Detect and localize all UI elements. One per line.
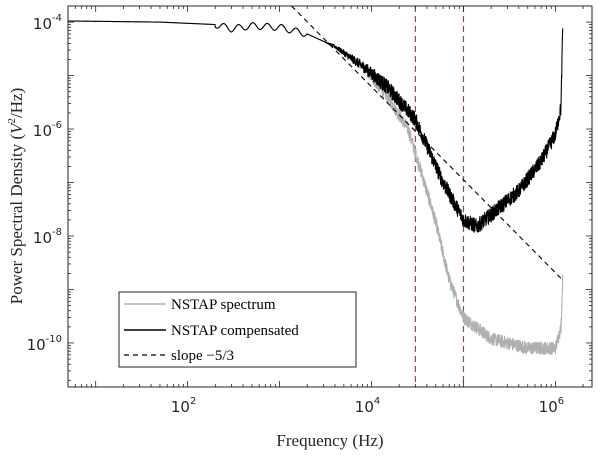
- y-tick-label-exp: -4: [52, 13, 62, 24]
- axis-ticks: [67, 5, 592, 387]
- x-tick-label-base: 10: [171, 398, 190, 416]
- y-tick-label-base: 10: [33, 229, 52, 247]
- legend-label-slope: slope −5/3: [171, 348, 234, 364]
- x-tick-label-exp: 4: [374, 396, 380, 407]
- x-tick-label-base: 10: [355, 398, 374, 416]
- y-tick-label-base: 10: [33, 15, 52, 33]
- y-tick-label-base: 10: [33, 122, 52, 140]
- x-tick-label: 104: [355, 396, 380, 416]
- series-slope: [291, 5, 564, 281]
- legend-label-spectrum: NSTAP spectrum: [171, 297, 276, 313]
- y-tick-label-base: 10: [27, 336, 46, 354]
- x-tick-label: 106: [539, 396, 564, 416]
- legend-label-compensated: NSTAP compensated: [171, 323, 299, 339]
- x-axis-label: Frequency (Hz): [276, 431, 383, 450]
- y-tick-labels: 10-410-610-810-10: [27, 13, 62, 354]
- y-axis-label-sup: 2: [6, 118, 18, 124]
- y-tick-label: 10-4: [33, 13, 62, 33]
- y-tick-label: 10-6: [33, 120, 62, 140]
- x-tick-label-exp: 2: [190, 396, 196, 407]
- y-tick-label-exp: -6: [52, 120, 62, 131]
- x-tick-label: 102: [171, 396, 196, 416]
- x-tick-label-exp: 6: [558, 396, 564, 407]
- plot-frame: [67, 5, 593, 388]
- reference-vlines: [414, 6, 465, 387]
- x-tick-label-base: 10: [539, 398, 558, 416]
- legend: NSTAP spectrum NSTAP compensated slope −…: [118, 291, 357, 368]
- series-layer: [67, 5, 564, 356]
- y-axis-label-base: V: [7, 121, 26, 134]
- y-tick-label-exp: -10: [46, 334, 62, 345]
- series-compensated: [67, 20, 564, 233]
- y-axis-label-before: Power Spectral Density (: [7, 134, 26, 305]
- y-tick-label: 10-8: [33, 227, 62, 247]
- x-tick-labels: 102 104 106: [171, 396, 564, 416]
- y-axis-label-after: /Hz): [7, 88, 26, 118]
- y-axis-label: Power Spectral Density (V2/Hz): [6, 88, 26, 305]
- y-tick-label-exp: -8: [52, 227, 62, 238]
- y-tick-label: 10-10: [27, 334, 62, 354]
